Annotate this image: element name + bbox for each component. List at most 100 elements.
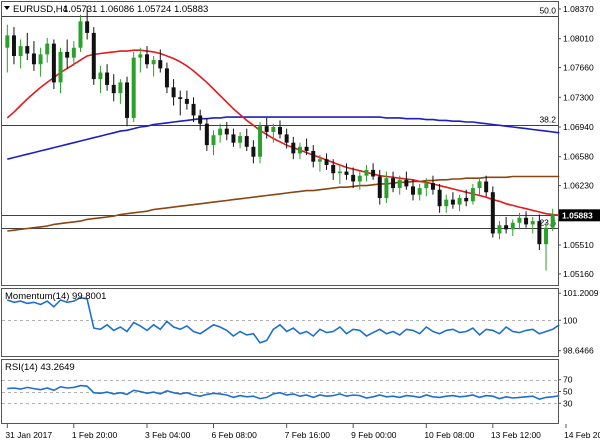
symbol-label: EURUSD,H4 [13,4,68,15]
candle-body [351,174,356,182]
candle-body [530,221,535,225]
time-tick-label: 10 Feb 08:00 [424,430,474,440]
time-tick-label: 7 Feb 16:00 [285,430,331,440]
price-axis: 1.08370 1.08010 1.07660 1.07300 1.06940 1.065… [558,4,600,279]
candle-body [158,60,163,69]
current-price-badge [559,209,600,222]
candle-body [11,35,16,57]
candle-body [457,197,462,205]
rsi-panel-frame [1,359,559,424]
candle-body [58,51,63,83]
candle-body [184,98,189,104]
candle-body [45,43,50,55]
candle-body [171,87,176,98]
candle-body [131,57,136,118]
candle-body [424,183,429,189]
candle-body [25,46,30,54]
candle-body [311,150,316,162]
candle-body [504,225,509,230]
time-tick-label: 3 Feb 04:00 [145,430,191,440]
candle-body [164,68,169,88]
candle-body [490,192,495,234]
momentum-line [7,296,560,344]
candle-body [138,54,143,58]
time-tick-label: 9 Feb 00:00 [351,430,397,440]
candle-body [524,217,529,225]
sma-fast-line [6,49,560,217]
candle-body [71,47,76,58]
fib-label-2: 23.6 [539,218,556,228]
candle-body [344,171,349,175]
candle-body [198,115,203,124]
candle-body [31,53,36,65]
candle-body [98,72,103,80]
price-tick-label: 1.08010 [563,34,594,44]
sma-slow-line [7,175,560,232]
price-tick-label: 1.06940 [563,122,594,132]
candle-body [450,199,455,205]
candle-body [444,199,449,207]
candle-body [278,126,282,135]
time-tick-label: 31 Jan 2017 [5,430,52,440]
time-axis: 31 Jan 2017 1 Feb 20:00 3 Feb 04:00 6 Feb 0… [5,424,600,440]
candle-body [284,134,289,143]
candle-body [65,51,70,58]
rsi-tick-label: 50 [563,387,573,397]
candle-body [18,46,23,57]
candle-body [244,136,249,147]
candle-body [231,134,236,143]
candle-body [497,225,502,234]
candle-body [224,128,229,135]
candle-body [238,136,243,143]
candle-body [484,181,489,193]
fib-label-1: 38.2 [539,115,556,125]
candle-body [397,179,402,189]
momentum-tick-label: 101.2009 [563,288,599,298]
price-tick-label: 1.05510 [563,240,594,250]
momentum-indicator [2,296,560,344]
candle-body [404,179,409,187]
candle-body [118,82,123,94]
candle-body [38,54,43,65]
candle-body [211,135,216,146]
candle-body [218,128,223,136]
candle-body [5,35,10,48]
dropdown-triangle-icon[interactable] [4,6,10,10]
candle-body [331,164,336,174]
momentum-panel-frame [1,288,559,357]
price-tick-label: 1.06230 [563,181,594,191]
main-panel-frame [1,1,559,286]
candle-body [411,186,416,195]
candle-body [537,221,542,245]
candle-body [550,214,555,228]
candle-body [544,227,549,245]
momentum-label: Momentum(14) 99.8001 [5,291,106,302]
candle-body [191,103,196,116]
price-tick-label: 1.08370 [563,4,594,14]
chart-header: EURUSD,H4 1.05731 1.06086 1.05724 1.0588… [4,4,208,15]
current-price-label: 1.05883 [562,210,593,220]
candle-body [317,159,322,162]
rsi-indicator [2,380,560,404]
moving-averages [6,49,560,232]
candle-body [151,60,156,65]
rsi-tick-label: 30 [563,398,573,408]
candle-body [258,126,263,157]
time-tick-label: 13 Feb 12:00 [491,430,541,440]
candle-body [105,72,110,85]
candle-body [437,189,442,207]
candle-body [391,178,396,189]
candle-body [178,97,183,99]
candle-body [78,21,83,48]
candle-body [297,146,302,154]
candle-body [517,217,522,223]
ohlc-values: 1.05731 1.06086 1.05724 1.05883 [63,4,208,15]
candle-body [204,123,209,146]
candle-body [464,197,469,202]
price-tick-label: 1.06580 [563,152,594,162]
candle-body [125,82,130,118]
momentum-tick-label: 98.6466 [563,346,594,356]
candle-body [357,175,362,182]
